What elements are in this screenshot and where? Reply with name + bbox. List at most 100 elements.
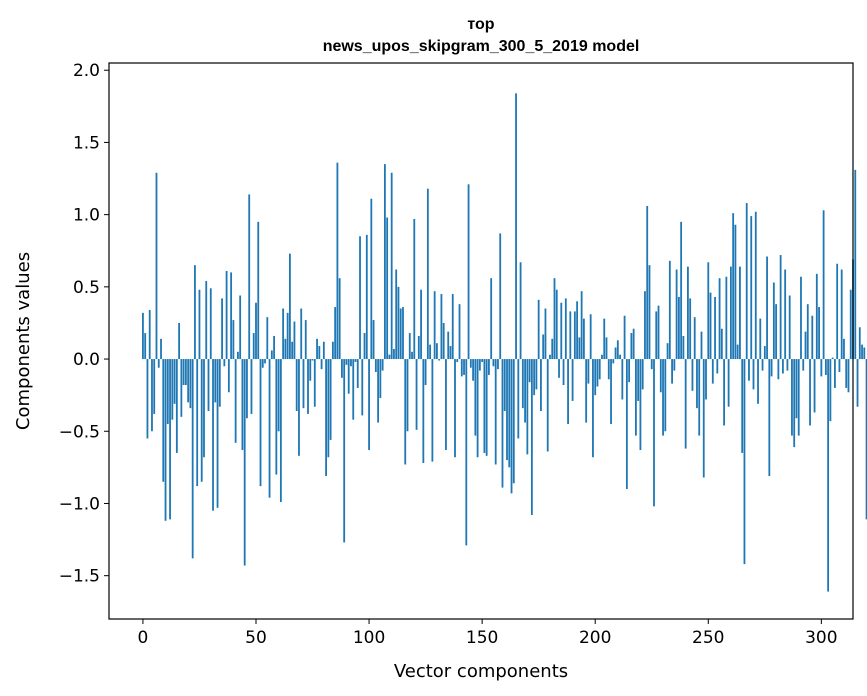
bar [184,359,187,386]
bar [399,308,402,360]
bar [404,359,407,465]
bar [648,265,651,360]
bar [739,266,741,360]
bar [221,298,223,360]
bar [612,359,615,364]
bar [519,262,522,360]
bar [207,359,210,412]
bar [338,278,341,360]
bar [372,320,375,360]
bar [641,359,644,390]
bar [657,305,660,360]
bar [700,331,703,360]
x-tick-label: 50 [245,628,267,648]
bar [218,359,221,407]
bar [655,311,658,360]
bar [431,359,434,462]
bar [472,359,474,381]
bar [291,341,294,360]
bar [553,278,556,360]
bar [415,359,418,430]
bar [664,359,667,432]
bar [239,295,242,360]
bar [687,266,689,360]
bar [592,359,594,458]
bar [420,289,422,360]
chart-title-line2: news_upos_skipgram_300_5_2019 model [323,38,640,55]
bar [858,327,861,360]
bar [506,359,508,461]
bar [551,338,554,360]
bar [426,188,429,360]
bar [408,333,411,360]
bar [162,359,165,482]
bar [406,359,409,432]
bar [433,291,436,360]
bar [209,288,212,360]
bar [198,289,201,360]
bar [711,359,714,384]
bar [644,291,646,360]
bar [370,198,373,360]
bar [709,292,712,360]
bar [768,359,771,477]
bar [402,307,404,360]
bar [650,359,653,370]
bar [327,359,330,458]
bar [345,359,348,365]
bar [270,350,273,360]
bar [639,359,642,451]
bar [255,302,257,360]
bar [659,359,662,393]
bar [843,338,845,360]
bar [442,322,445,360]
bar [282,308,285,360]
bar [714,296,716,360]
bar [451,294,454,360]
bar [307,359,309,414]
bar [517,359,520,439]
bar [341,359,343,378]
bar [598,359,601,380]
bar [151,359,153,432]
bar [257,221,260,360]
bar [607,359,610,380]
bar [795,359,798,419]
bar [329,359,332,440]
bar [456,359,459,362]
y-axis-label: Components values [13,252,34,430]
bar [237,351,239,360]
bar [646,205,649,360]
bar [494,359,497,465]
bar [684,359,687,449]
bar [677,296,680,360]
bar [775,304,778,360]
bar [320,359,323,370]
bar [460,359,463,377]
bar [601,354,603,360]
bar [750,216,753,360]
bar [175,359,178,453]
bar [225,270,228,360]
bar [169,359,171,520]
bar [524,359,526,423]
bar [243,359,246,566]
bar [544,308,547,360]
bar [383,164,386,360]
plot-frame [108,62,854,620]
bar [748,359,750,381]
bar [515,93,517,360]
bar [424,359,427,386]
bar [820,359,823,377]
bar [386,217,389,360]
bar [521,359,524,409]
bar [212,359,214,511]
bar [492,359,495,367]
x-tick-label: 300 [805,628,837,648]
bar [322,341,325,360]
bar [284,338,287,360]
bar [311,359,314,361]
bar [347,359,350,394]
bar [248,194,251,360]
y-tick-label: 0.5 [73,278,100,298]
